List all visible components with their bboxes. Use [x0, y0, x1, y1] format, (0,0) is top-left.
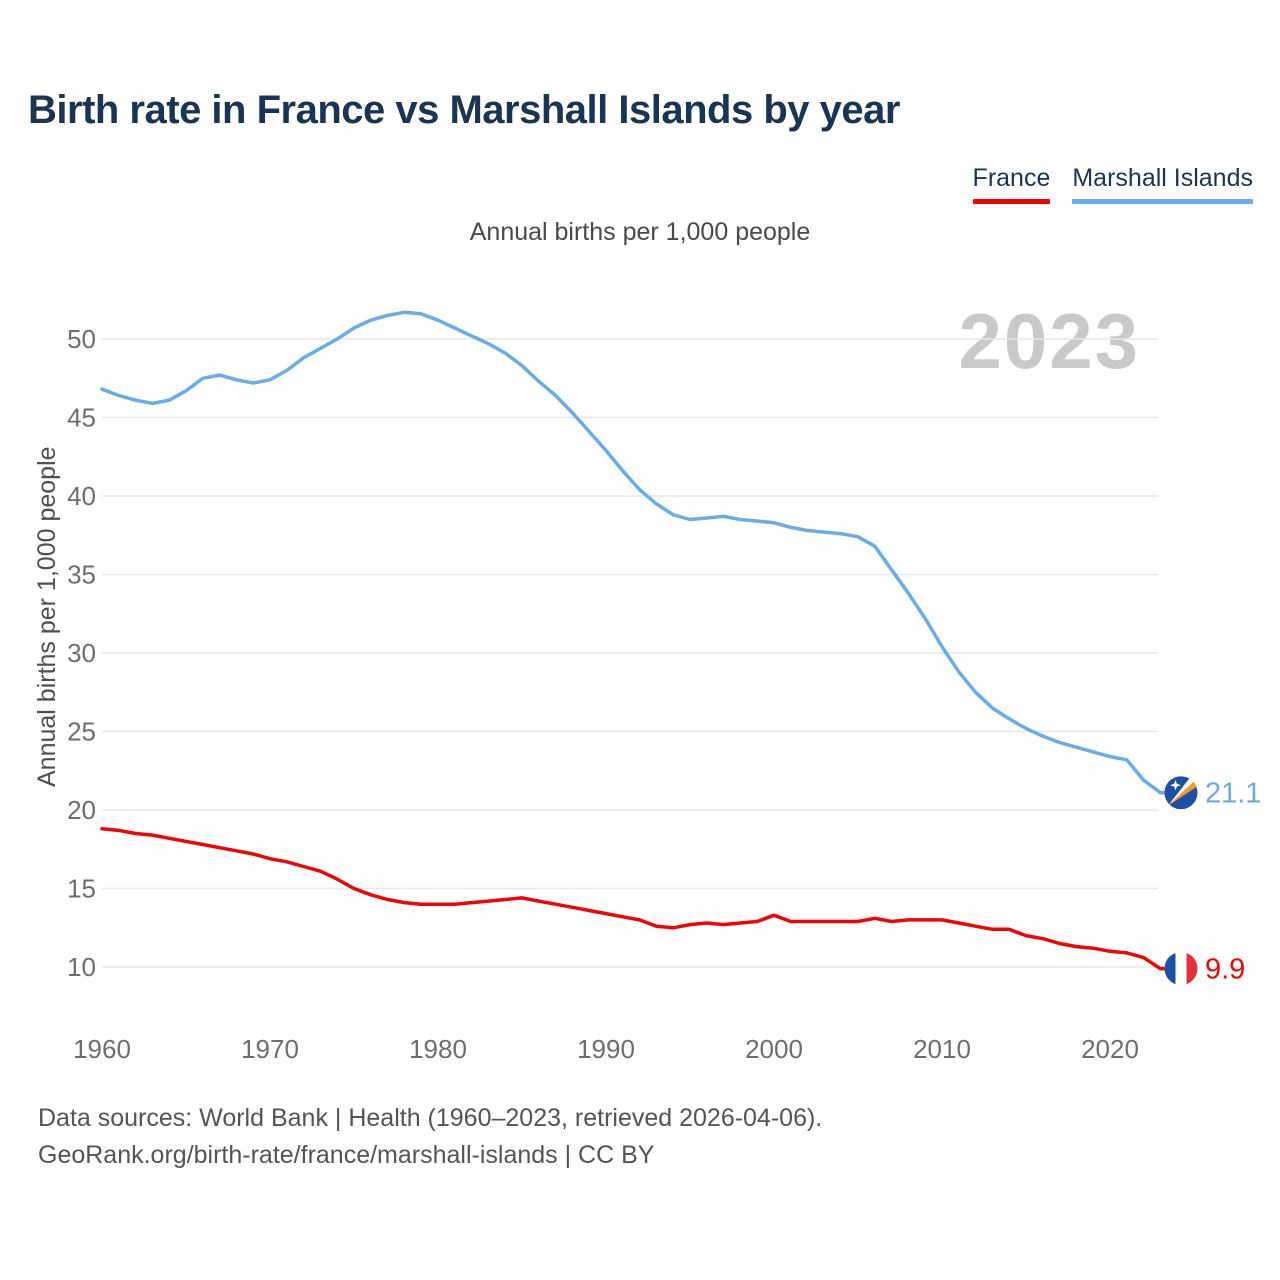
chart-subtitle: Annual births per 1,000 people — [469, 218, 811, 246]
line-marshall-islands — [100, 310, 1168, 795]
y-tick-20: 20 — [67, 795, 96, 825]
y-tick-40: 40 — [67, 481, 96, 511]
y-tick-10: 10 — [67, 952, 96, 982]
x-tick-1980: 1980 — [409, 1034, 467, 1064]
y-tick-45: 45 — [67, 403, 96, 433]
y-tick-35: 35 — [67, 560, 96, 590]
legend: France Marshall Islands — [972, 164, 1253, 204]
x-tick-1960: 1960 — [73, 1034, 131, 1064]
legend-item-france[interactable]: France — [972, 164, 1051, 204]
footer-data-sources: Data sources: World Bank | Health (1960–… — [38, 1104, 823, 1132]
page-title: Birth rate in France vs Marshall Islands… — [28, 88, 900, 132]
end-value-label-marshall-islands: 21.1 — [1205, 778, 1261, 810]
france-flag-icon — [1164, 952, 1176, 986]
flag-marker-france — [1164, 952, 1198, 986]
flag-marker-marshall-islands — [1164, 776, 1198, 810]
x-tick-2000: 2000 — [745, 1034, 803, 1064]
legend-color-bar-france — [972, 199, 1051, 204]
year-watermark: 2023 — [958, 297, 1140, 385]
x-tick-2010: 2010 — [913, 1034, 971, 1064]
y-tick-25: 25 — [67, 717, 96, 747]
legend-label-france: France — [972, 164, 1051, 192]
legend-label-marshall-islands: Marshall Islands — [1072, 164, 1253, 192]
legend-item-marshall-islands[interactable]: Marshall Islands — [1072, 164, 1253, 204]
x-tick-1970: 1970 — [241, 1034, 299, 1064]
footer-attribution: GeoRank.org/birth-rate/france/marshall-i… — [38, 1141, 655, 1169]
y-tick-15: 15 — [67, 874, 96, 904]
y-tick-50: 50 — [67, 324, 96, 354]
x-tick-2020: 2020 — [1081, 1034, 1139, 1064]
line-france — [100, 827, 1168, 971]
x-tick-1990: 1990 — [577, 1034, 635, 1064]
legend-color-bar-marshall-islands — [1072, 199, 1253, 204]
end-value-label-france: 9.9 — [1205, 954, 1245, 986]
y-tick-30: 30 — [67, 638, 96, 668]
